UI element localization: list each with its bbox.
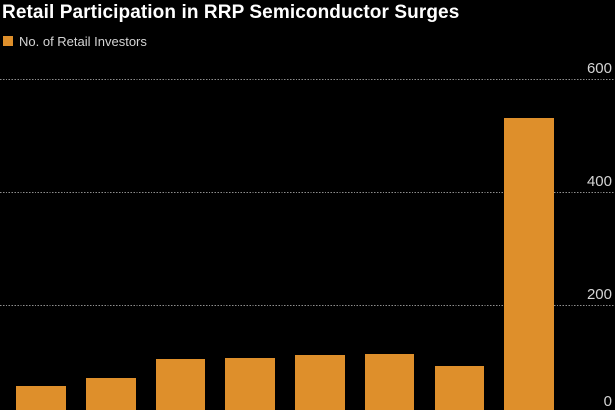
bar-3: [155, 359, 206, 410]
y-tick-label-600: 600: [586, 59, 612, 77]
y-tick-label-0: 0: [603, 393, 612, 410]
gridline-600: [0, 78, 615, 80]
gridline-200: [0, 304, 615, 306]
legend: No. of Retail Investors: [3, 33, 147, 49]
y-tick-label-400: 400: [586, 172, 612, 190]
legend-swatch-icon: [3, 36, 13, 46]
chart-title: Retail Participation in RRP Semiconducto…: [2, 2, 460, 23]
y-tick-label-200: 200: [586, 285, 612, 303]
bar-5: [295, 355, 345, 410]
bar-6: [364, 354, 415, 410]
gridline-400: [0, 191, 615, 193]
bar-2: [86, 377, 136, 410]
bar-4: [225, 357, 275, 410]
legend-label: No. of Retail Investors: [19, 33, 147, 49]
bar-7: [434, 365, 484, 410]
bar-1: [16, 386, 66, 410]
bar-8: [504, 118, 554, 410]
